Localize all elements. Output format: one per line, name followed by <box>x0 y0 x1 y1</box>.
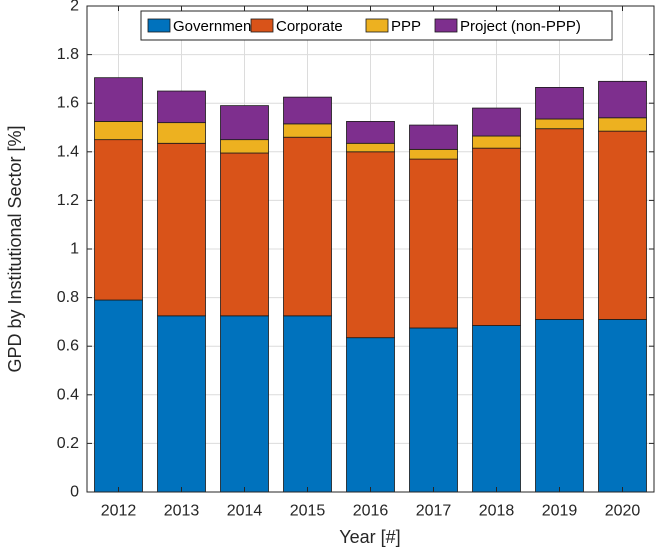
x-tick-label: 2014 <box>227 503 263 520</box>
bar-ppp-2018 <box>472 135 521 149</box>
bar-government-2014 <box>220 315 269 493</box>
x-axis-ticks: 2012 2013 2014 2015 2016 2017 2018 2019 2020 <box>101 6 641 520</box>
bar-ppp-2012 <box>94 121 143 141</box>
bar-corporate-2017 <box>409 158 458 329</box>
bar-ppp-2013 <box>157 122 206 144</box>
bar-project-non-ppp-2017 <box>409 124 458 150</box>
y-tick-label: 0.6 <box>57 338 79 355</box>
bar-government-2013 <box>157 315 206 493</box>
bar-corporate-2013 <box>157 142 206 317</box>
bar-project-non-ppp-2020 <box>598 80 647 119</box>
legend-label: PPP <box>391 18 421 35</box>
bar-corporate-2015 <box>283 136 332 317</box>
bar-project-non-ppp-2019 <box>535 87 584 120</box>
y-tick-label: 1.2 <box>57 192 79 209</box>
bar-government-2017 <box>409 327 458 493</box>
x-tick-label: 2015 <box>290 503 326 520</box>
bar-project-non-ppp-2013 <box>157 90 206 124</box>
y-tick-label: 1.4 <box>57 143 79 160</box>
x-axis-title: Year [#] <box>339 527 400 547</box>
bar-ppp-2016 <box>346 142 395 153</box>
y-axis-title: GPD by Institutional Sector [%] <box>5 125 25 372</box>
y-tick-label: 2 <box>70 0 79 15</box>
x-tick-label: 2020 <box>605 503 641 520</box>
x-tick-label: 2017 <box>416 503 452 520</box>
bar-project-non-ppp-2014 <box>220 105 269 141</box>
bar-corporate-2019 <box>535 128 584 320</box>
bar-government-2016 <box>346 337 395 493</box>
y-tick-label: 0.2 <box>57 435 79 452</box>
y-tick-label: 1.6 <box>57 95 79 112</box>
bar-government-2015 <box>283 315 332 493</box>
bar-project-non-ppp-2015 <box>283 96 332 125</box>
x-tick-label: 2019 <box>542 503 578 520</box>
legend: Government Corporate PPP Project (non-PPP) <box>140 10 613 41</box>
x-tick-label: 2013 <box>164 503 200 520</box>
plot-frame <box>86 5 655 493</box>
y-tick-label: 1 <box>70 241 79 258</box>
bar-ppp-2017 <box>409 148 458 160</box>
x-tick-label: 2016 <box>353 503 389 520</box>
y-tick-label: 0.4 <box>57 386 79 403</box>
bar-government-2012 <box>94 299 143 493</box>
y-tick-label: 1.8 <box>57 46 79 63</box>
x-tick-label: 2018 <box>479 503 515 520</box>
legend-swatch <box>147 18 171 33</box>
bar-corporate-2018 <box>472 147 521 326</box>
bar-project-non-ppp-2016 <box>346 121 395 144</box>
bar-corporate-2012 <box>94 139 143 301</box>
legend-label: Corporate <box>276 18 343 35</box>
bar-government-2020 <box>598 319 647 493</box>
bar-government-2019 <box>535 319 584 493</box>
legend-label: Government <box>173 18 256 35</box>
legend-swatch <box>434 18 458 33</box>
legend-swatch <box>250 18 274 33</box>
bar-project-non-ppp-2012 <box>94 77 143 122</box>
legend-label: Project (non-PPP) <box>460 18 581 35</box>
bar-ppp-2014 <box>220 139 269 154</box>
y-tick-label: 0.8 <box>57 289 79 306</box>
bar-ppp-2019 <box>535 118 584 130</box>
x-tick-label: 2012 <box>101 503 137 520</box>
legend-swatch <box>365 18 389 33</box>
bar-corporate-2020 <box>598 130 647 320</box>
bar-ppp-2020 <box>598 117 647 132</box>
bar-stacks <box>94 77 647 493</box>
bar-ppp-2015 <box>283 123 332 138</box>
bar-project-non-ppp-2018 <box>472 107 521 137</box>
bar-government-2018 <box>472 325 521 493</box>
bar-corporate-2016 <box>346 151 395 339</box>
y-tick-label: 0 <box>70 484 79 501</box>
bar-corporate-2014 <box>220 152 269 317</box>
